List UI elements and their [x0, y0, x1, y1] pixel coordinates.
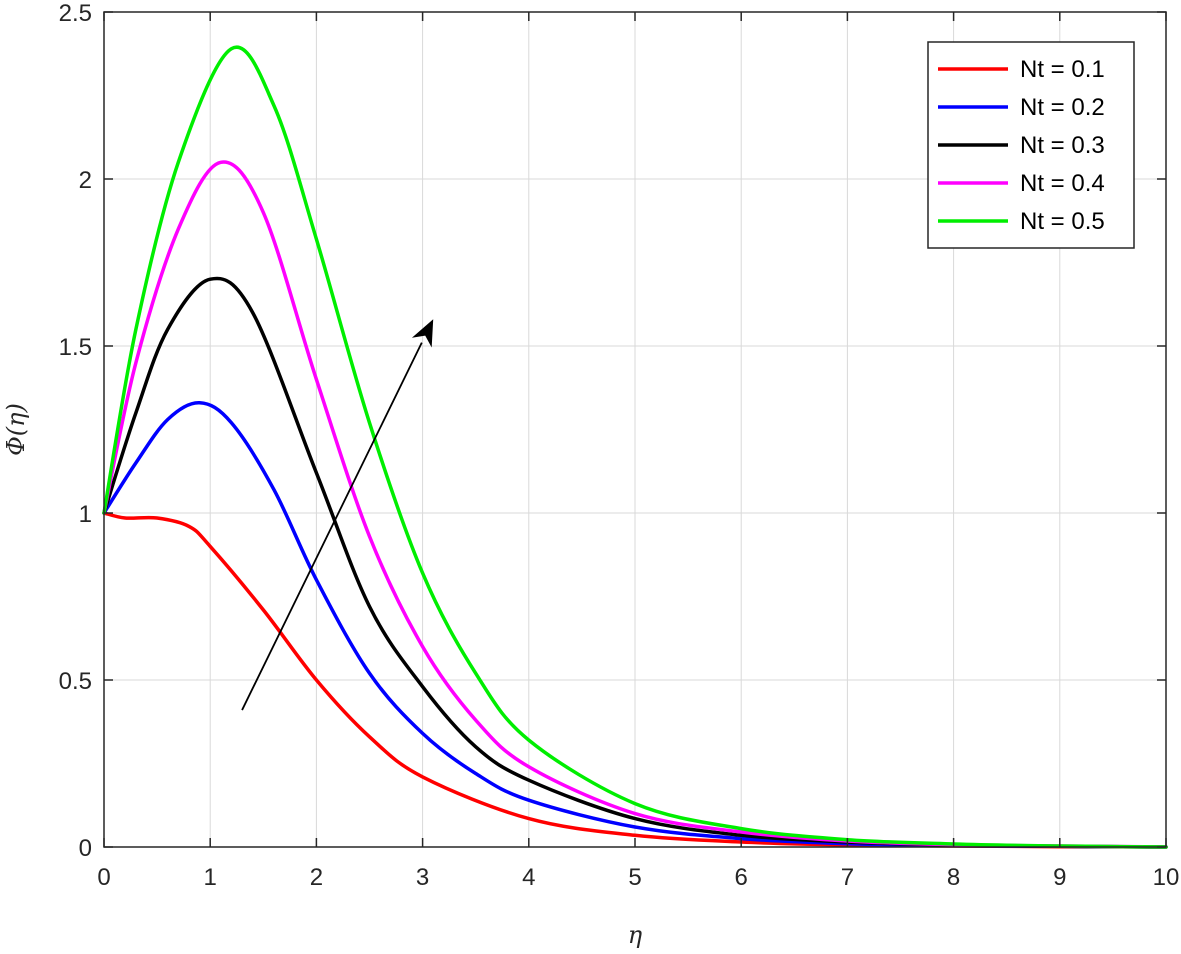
x-tick-label: 7 — [841, 864, 854, 891]
annotation-arrow — [241, 319, 434, 711]
y-tick-label: 2.5 — [59, 0, 92, 27]
x-tick-label: 0 — [97, 864, 110, 891]
tick-labels: 0 1 2 3 4 5 6 7 8 9 10 0 0.5 1 1.5 2 2.5 — [59, 0, 1180, 891]
legend: Nt = 0.1 Nt = 0.2 Nt = 0.3 Nt = 0.4 Nt = 0.5 — [927, 41, 1135, 249]
y-axis-label: Φ(η) — [2, 403, 30, 456]
x-tick-label: 5 — [628, 864, 641, 891]
ticks — [103, 11, 1167, 848]
series-line-5 — [102, 45, 1168, 849]
x-tick-label: 1 — [204, 864, 217, 891]
x-tick-label: 4 — [522, 864, 535, 891]
series-lines — [102, 45, 1168, 849]
x-tick-label: 6 — [735, 864, 748, 891]
x-tick-label: 3 — [416, 864, 429, 891]
x-axis-label: η — [628, 921, 643, 949]
x-tick-label: 9 — [1053, 864, 1066, 891]
legend-label-4: Nt = 0.4 — [1020, 170, 1105, 197]
y-tick-label: 2 — [79, 167, 92, 194]
x-tick-label: 10 — [1153, 864, 1180, 891]
legend-label-2: Nt = 0.2 — [1020, 94, 1105, 121]
legend-label-5: Nt = 0.5 — [1020, 208, 1105, 235]
legend-label-1: Nt = 0.1 — [1020, 56, 1105, 83]
arrow-head — [411, 319, 434, 348]
x-tick-label: 8 — [947, 864, 960, 891]
x-tick-label: 2 — [310, 864, 323, 891]
y-tick-label: 1.5 — [59, 334, 92, 361]
legend-label-3: Nt = 0.3 — [1020, 132, 1105, 159]
arrow-shaft — [241, 342, 423, 711]
y-tick-label: 0 — [79, 835, 92, 862]
y-tick-label: 0.5 — [59, 668, 92, 695]
y-tick-label: 1 — [79, 501, 92, 528]
